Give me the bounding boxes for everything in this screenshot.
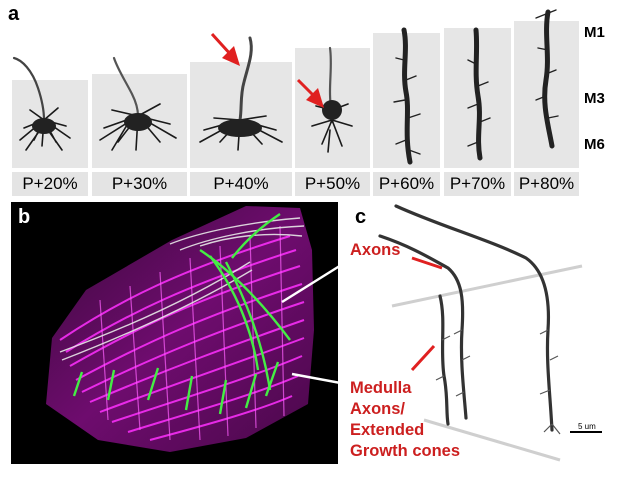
red-arrow-p40 (210, 32, 240, 66)
stage-label-p20: P+20% (12, 172, 88, 196)
neuron-p60 (401, 27, 413, 165)
callout-medulla-line-2: Axons/ (350, 400, 406, 418)
panel-a-neurons (12, 9, 559, 165)
red-arrow-p50 (296, 78, 324, 108)
panel-label-c: c (355, 206, 367, 228)
neuron-p50 (311, 46, 353, 153)
panel-label-b: b (18, 206, 31, 228)
neuron-p80 (542, 9, 555, 149)
callout-axons: Axons (350, 241, 401, 259)
panel-label-a: a (8, 3, 20, 25)
callout-medulla: Medulla Axons/ Extended Growth cones (350, 378, 460, 462)
stage-label-p70: P+70% (444, 172, 511, 196)
layer-label-m1: M1 (584, 24, 605, 41)
scale-bar-label: 5 um (578, 422, 596, 431)
layer-label-m3: M3 (584, 90, 605, 107)
stage-label-p60: P+60% (373, 172, 440, 196)
neuron-p70 (473, 27, 483, 161)
stage-label-p80: P+80% (514, 172, 579, 196)
callout-medulla-line-3: Extended (350, 421, 425, 439)
neuron-p30 (99, 56, 177, 151)
layer-label-m6: M6 (584, 136, 605, 153)
stage-label-p40: P+40% (190, 172, 292, 196)
neuron-p20 (12, 56, 71, 151)
stage-label-p50: P+50% (295, 172, 370, 196)
neuron-p40 (199, 36, 283, 151)
callout-medulla-line-1: Medulla (350, 379, 412, 397)
stage-label-p30: P+30% (92, 172, 187, 196)
callout-medulla-line-4: Growth cones (350, 442, 461, 460)
